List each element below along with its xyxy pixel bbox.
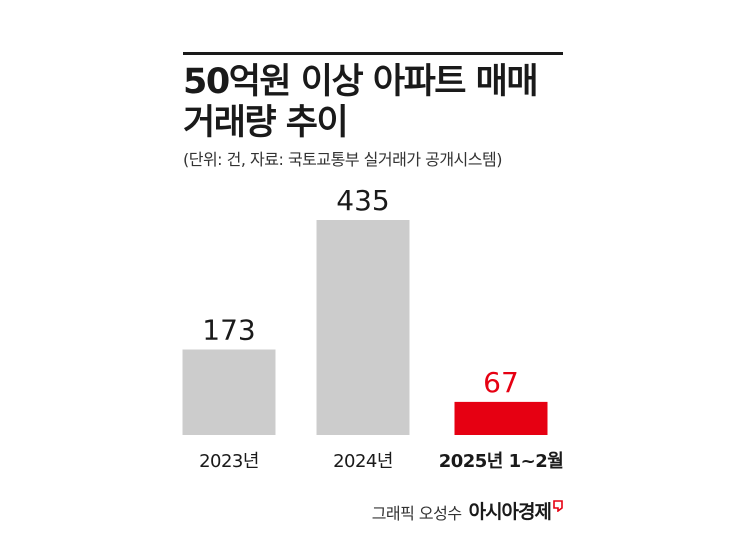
top-rule	[183, 52, 563, 55]
category-label-2: 2025년 1~2월	[439, 451, 564, 472]
chart-title: 50억원 이상 아파트 매매 거래량 추이	[183, 62, 583, 144]
chart-title-line-1: 50억원 이상 아파트 매매	[183, 62, 539, 102]
value-label-0: 173	[202, 313, 255, 346]
bar-1	[316, 220, 410, 435]
chart-subtitle: (단위: 건, 자료: 국토교통부 실거래가 공개시스템)	[183, 150, 502, 169]
brand-logo: 아시아경제	[468, 501, 552, 523]
category-label-0: 2023년	[199, 451, 259, 472]
bar-0	[182, 349, 276, 435]
credit-label: 그래픽 오성수	[371, 504, 462, 523]
category-label-1: 2024년	[333, 451, 393, 472]
credit: 그래픽 오성수 아시아경제	[372, 500, 563, 524]
brand-mark-icon	[553, 500, 563, 512]
value-label-1: 435	[336, 184, 389, 217]
value-label-2: 67	[483, 366, 519, 399]
chart-title-line-2: 거래량 추이	[183, 103, 349, 143]
bar-2	[454, 401, 548, 435]
